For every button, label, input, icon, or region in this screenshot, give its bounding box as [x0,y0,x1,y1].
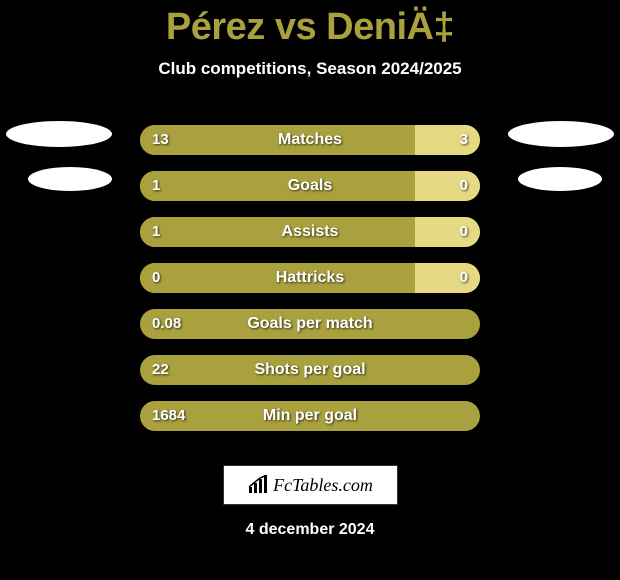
stat-value-right: 3 [460,125,468,155]
brand-badge: FcTables.com [223,465,398,505]
stat-value-left: 0 [152,263,160,293]
stat-label: Matches [140,125,480,155]
stat-bar: Goals per match0.08 [140,309,480,339]
player-marker-right [508,121,614,147]
brand-text: FcTables.com [273,475,373,496]
stat-bar: Min per goal1684 [140,401,480,431]
stat-bar: Matches13 3 [140,125,480,155]
stat-value-right: 0 [460,263,468,293]
date-text: 4 december 2024 [0,521,620,539]
stat-value-right: 0 [460,171,468,201]
page-title: Pérez vs DeniÄ‡ [0,0,620,49]
stat-bar: Goals1 0 [140,171,480,201]
page-subtitle: Club competitions, Season 2024/2025 [0,59,620,79]
stat-label: Goals [140,171,480,201]
stat-row: Assists1 0 [0,209,620,255]
stat-row: Min per goal1684 [0,393,620,439]
stat-label: Hattricks [140,263,480,293]
stat-bar: Assists1 0 [140,217,480,247]
player-marker-left [28,167,112,191]
stat-label: Shots per goal [140,355,480,385]
stat-label: Assists [140,217,480,247]
stat-row: Matches13 3 [0,117,620,163]
stat-bar: Hattricks0 0 [140,263,480,293]
stat-row: Shots per goal22 [0,347,620,393]
stat-label: Goals per match [140,309,480,339]
stat-value-left: 13 [152,125,169,155]
stat-value-left: 1 [152,217,160,247]
stat-value-right: 0 [460,217,468,247]
player-marker-right [518,167,602,191]
stat-row: Goals per match0.08 [0,301,620,347]
stat-label: Min per goal [140,401,480,431]
player-marker-left [6,121,112,147]
stat-row: Hattricks0 0 [0,255,620,301]
stat-bar: Shots per goal22 [140,355,480,385]
chart-icon [247,475,269,495]
stat-value-left: 1 [152,171,160,201]
stats-container: Matches133Goals10Assists10Hattricks00Goa… [0,117,620,439]
stat-value-left: 22 [152,355,169,385]
stat-value-left: 0.08 [152,309,181,339]
stat-value-left: 1684 [152,401,185,431]
stat-row: Goals1 0 [0,163,620,209]
